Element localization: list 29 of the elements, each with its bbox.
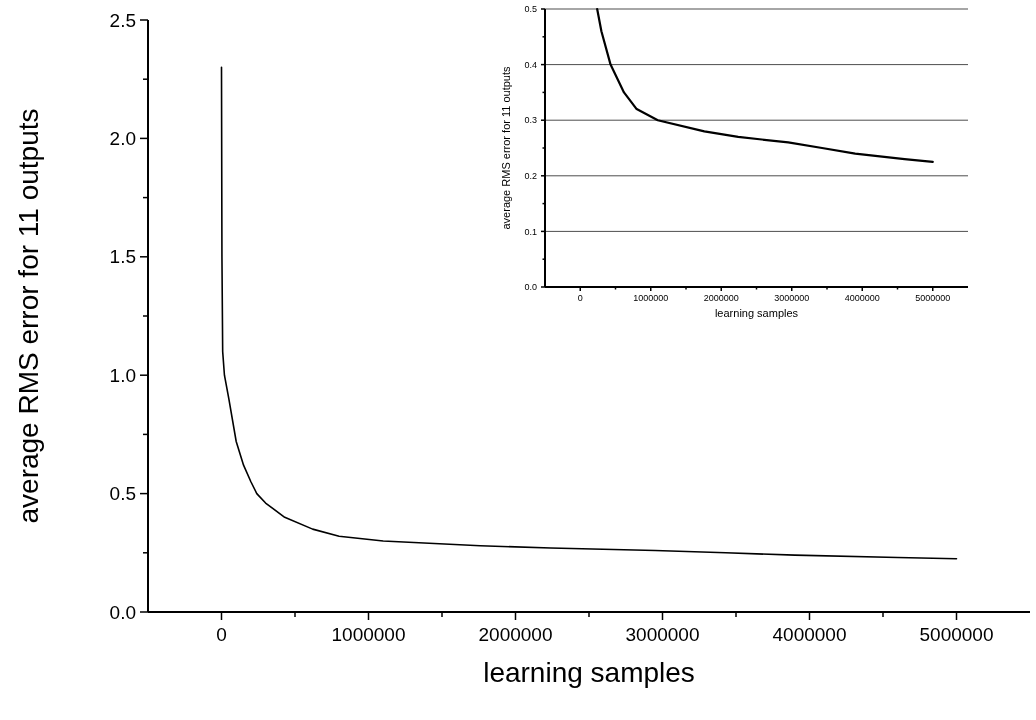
- y-tick-label: 0.4: [524, 59, 537, 70]
- x-tick-label: 3000000: [625, 623, 700, 645]
- x-tick-label: 4000000: [772, 623, 847, 645]
- x-tick-label: 5000000: [915, 292, 951, 303]
- x-axis-title: learning samples: [483, 657, 695, 688]
- y-tick-label: 2.5: [109, 9, 136, 31]
- y-axis-title: average RMS error for 11 outputs: [500, 65, 512, 230]
- x-tick-label: 0: [216, 623, 227, 645]
- x-tick-label: 1000000: [331, 623, 406, 645]
- x-tick-label: 3000000: [774, 292, 810, 303]
- y-tick-label: 1.5: [109, 246, 136, 268]
- y-tick-label: 2.0: [109, 128, 136, 150]
- x-tick-label: 0: [577, 292, 583, 303]
- y-tick-label: 0.5: [109, 483, 136, 505]
- x-tick-label: 5000000: [919, 623, 994, 645]
- y-tick-label: 0.5: [524, 4, 537, 15]
- y-tick-label: 0.2: [524, 170, 537, 181]
- x-tick-label: 1000000: [633, 292, 669, 303]
- line-series: [220, 66, 958, 560]
- y-tick-label: 0.1: [524, 226, 537, 237]
- y-axis-title: average RMS error for 11 outputs: [13, 108, 44, 524]
- y-tick-label: 1.0: [109, 364, 136, 386]
- x-tick-label: 2000000: [478, 623, 553, 645]
- x-axis-title: learning samples: [714, 307, 799, 319]
- x-tick-label: 4000000: [844, 292, 880, 303]
- y-tick-label: 0.0: [109, 601, 136, 623]
- x-tick-label: 2000000: [703, 292, 739, 303]
- y-tick-label: 0.3: [524, 115, 537, 126]
- y-tick-label: 0.0: [524, 282, 537, 293]
